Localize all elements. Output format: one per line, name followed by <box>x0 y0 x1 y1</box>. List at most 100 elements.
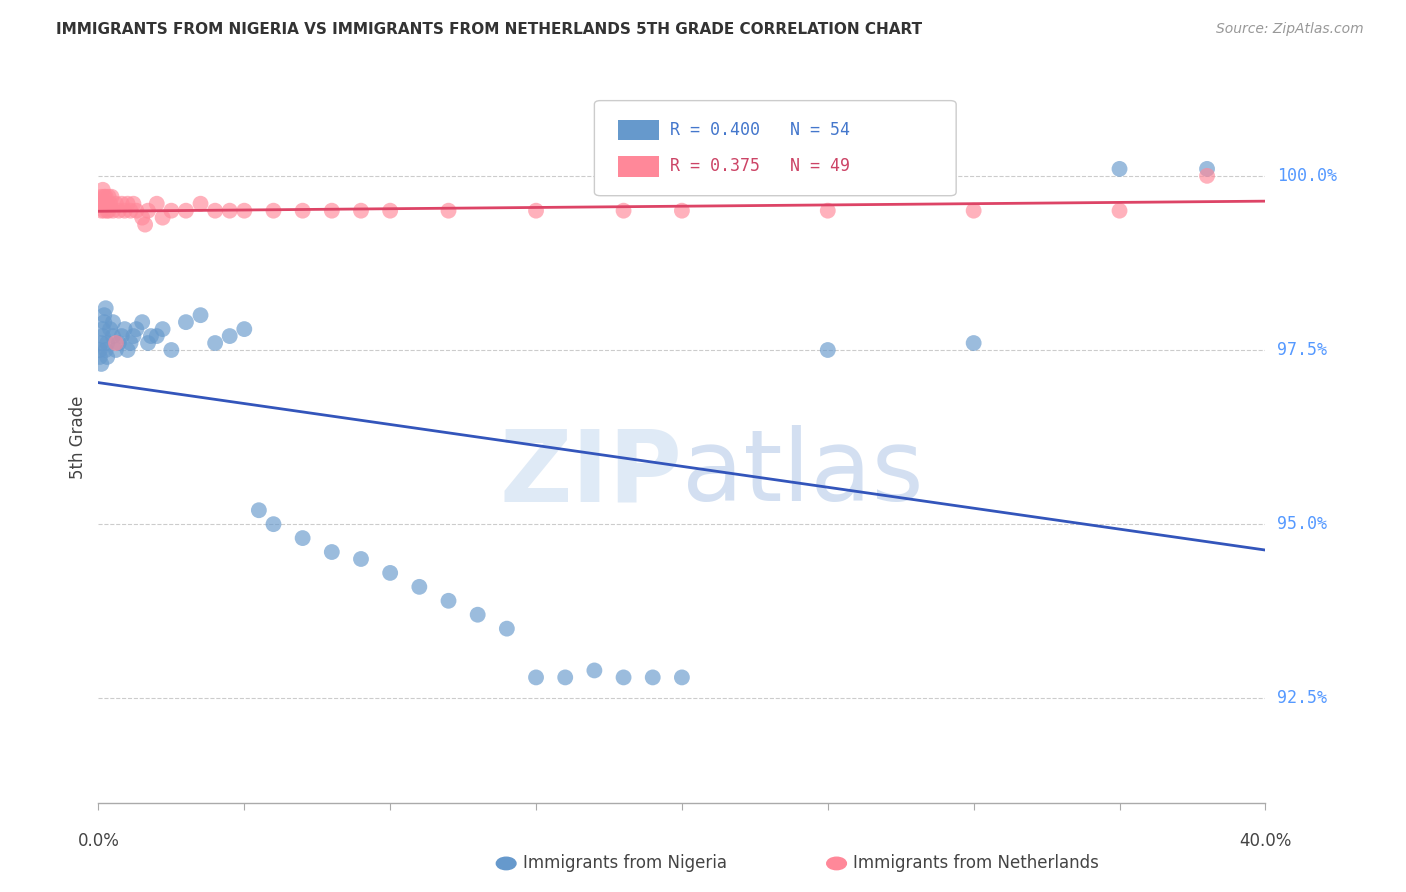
Point <box>101 315 124 329</box>
Point <box>120 336 142 351</box>
Point <box>350 203 373 218</box>
Point <box>136 336 159 351</box>
Point <box>962 336 984 351</box>
Point <box>233 203 256 218</box>
Point <box>98 196 121 211</box>
Point <box>152 322 174 336</box>
Point <box>160 343 183 357</box>
Point <box>524 203 547 218</box>
Text: 97.5%: 97.5% <box>1277 341 1327 359</box>
Point <box>94 196 117 211</box>
Point <box>262 203 284 218</box>
Text: R = 0.400   N = 54: R = 0.400 N = 54 <box>671 121 851 139</box>
Text: 92.5%: 92.5% <box>1277 690 1327 707</box>
Point <box>111 196 134 211</box>
Point <box>91 329 114 343</box>
Point <box>612 203 634 218</box>
Point <box>134 218 156 232</box>
Point <box>291 531 314 545</box>
Text: atlas: atlas <box>682 425 924 522</box>
Bar <box>617 156 658 177</box>
Y-axis label: 5th Grade: 5th Grade <box>69 395 87 479</box>
Point <box>122 196 145 211</box>
Point <box>146 196 169 211</box>
Point <box>218 329 240 343</box>
Point <box>174 203 197 218</box>
Point <box>117 343 139 357</box>
Point <box>108 336 131 351</box>
Point <box>97 203 120 218</box>
Point <box>962 203 984 218</box>
Point <box>131 211 153 225</box>
Point <box>90 190 112 204</box>
Point <box>1195 169 1218 183</box>
Point <box>139 329 162 343</box>
Text: 100.0%: 100.0% <box>1277 167 1337 185</box>
Point <box>96 350 118 364</box>
Point <box>554 670 576 684</box>
Text: Source: ZipAtlas.com: Source: ZipAtlas.com <box>1216 22 1364 37</box>
Point <box>122 329 145 343</box>
Point <box>89 343 111 357</box>
Point <box>233 322 256 336</box>
Point <box>125 203 148 218</box>
Point <box>671 670 693 684</box>
Point <box>1108 203 1130 218</box>
Point <box>120 203 142 218</box>
Point <box>152 211 174 225</box>
Point <box>97 190 120 204</box>
Point <box>114 203 136 218</box>
Point <box>114 322 136 336</box>
Point <box>1108 161 1130 176</box>
Point <box>91 196 114 211</box>
Point <box>90 203 112 218</box>
Point <box>125 322 148 336</box>
Point <box>1195 161 1218 176</box>
Point <box>321 545 343 559</box>
Point <box>408 580 430 594</box>
Text: IMMIGRANTS FROM NIGERIA VS IMMIGRANTS FROM NETHERLANDS 5TH GRADE CORRELATION CHA: IMMIGRANTS FROM NIGERIA VS IMMIGRANTS FR… <box>56 22 922 37</box>
Text: R = 0.375   N = 49: R = 0.375 N = 49 <box>671 158 851 176</box>
Point <box>90 357 112 371</box>
Point <box>641 670 664 684</box>
Point <box>524 670 547 684</box>
Point <box>136 203 159 218</box>
Point <box>437 203 460 218</box>
Point <box>204 336 226 351</box>
Text: 0.0%: 0.0% <box>77 832 120 850</box>
Point <box>93 308 115 322</box>
Point <box>94 190 117 204</box>
Point <box>93 315 115 329</box>
Text: Immigrants from Netherlands: Immigrants from Netherlands <box>853 855 1099 872</box>
Point <box>100 190 122 204</box>
Point <box>247 503 270 517</box>
Text: 40.0%: 40.0% <box>1239 832 1292 850</box>
Point <box>146 329 169 343</box>
Point <box>291 203 314 218</box>
Point <box>117 196 139 211</box>
Text: 95.0%: 95.0% <box>1277 516 1327 533</box>
Point <box>108 203 131 218</box>
Point <box>96 196 118 211</box>
Point <box>131 315 153 329</box>
Point <box>583 664 606 678</box>
Point <box>94 301 117 316</box>
FancyBboxPatch shape <box>595 101 956 195</box>
Point <box>94 343 117 357</box>
Point <box>90 336 112 351</box>
Point <box>96 203 118 218</box>
Point <box>612 670 634 684</box>
Point <box>321 203 343 218</box>
Point <box>378 203 402 218</box>
Point <box>101 203 124 218</box>
Point <box>104 336 127 351</box>
Point <box>101 329 124 343</box>
Point <box>89 196 111 211</box>
Point <box>91 322 114 336</box>
Point <box>262 517 284 532</box>
Point <box>204 203 226 218</box>
Point <box>93 203 115 218</box>
Point <box>467 607 489 622</box>
Point <box>98 322 121 336</box>
Text: ZIP: ZIP <box>499 425 682 522</box>
